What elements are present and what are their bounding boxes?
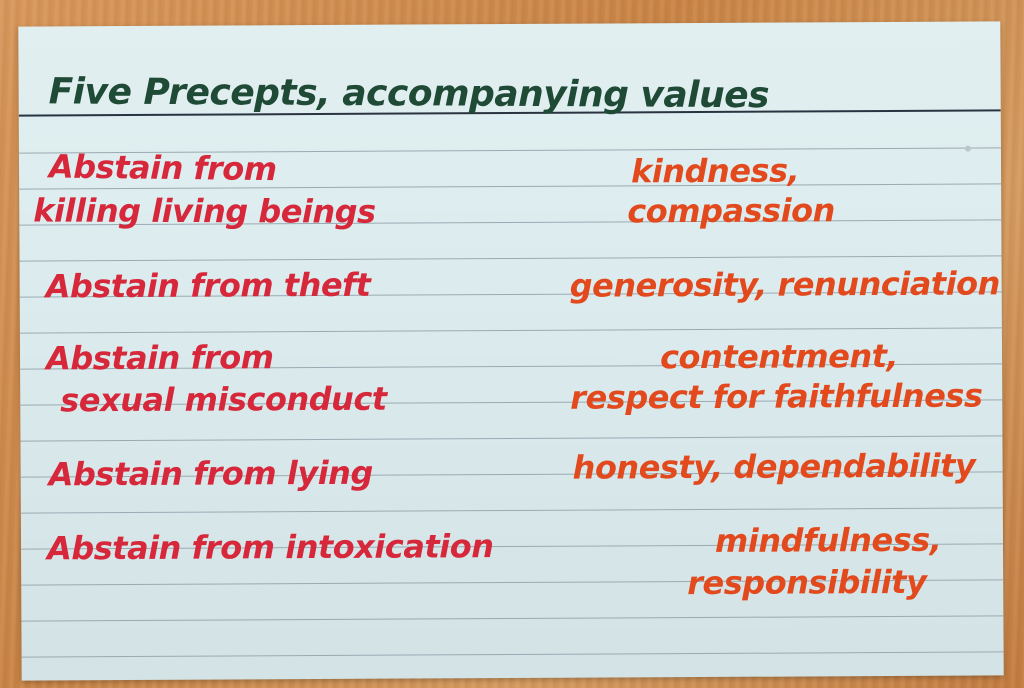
precept-3-line-1: Abstain from [45,338,274,378]
card-title: Five Precepts, accompanying values [48,71,770,117]
precept-2: Abstain from theft [45,265,371,306]
index-card: Five Precepts, accompanying values Absta… [18,21,1004,681]
value-4: honesty, dependability [572,446,976,487]
value-3-line-1: contentment, [659,336,899,377]
value-5-line-2: responsibility [687,562,927,603]
value-1-line-1: kindness, [630,151,800,191]
precept-1-line-1: Abstain from [48,147,277,189]
precept-3-line-2: sexual misconduct [60,379,387,420]
precept-4: Abstain from lying [48,453,373,494]
precept-5: Abstain from intoxication [46,527,494,568]
card-mark [964,145,971,152]
value-2: generosity, renunciation [569,264,1000,305]
value-3-line-2: respect for faithfulness [570,376,983,417]
precept-1-line-2: killing living beings [33,191,376,231]
value-5-line-1: mindfulness, [714,520,942,560]
value-1-line-2: compassion [627,191,835,231]
